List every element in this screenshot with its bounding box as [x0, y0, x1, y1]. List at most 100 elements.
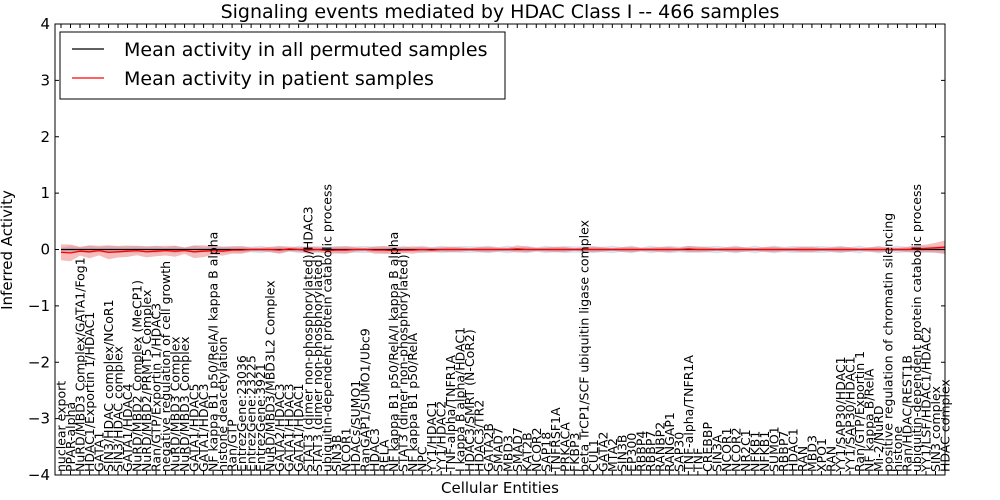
x-tick-label: ubiquitin-dependent protein catabolic pr…: [320, 184, 335, 472]
x-tick-label: SIN3/HDAC complex: [111, 346, 126, 472]
x-tick-label: KAT2B: [519, 432, 534, 472]
x-tick-label: NFKB1: [757, 431, 772, 472]
y-tick-label: −3: [28, 410, 50, 428]
x-tick-label: Ran/HDAC/REST1B: [900, 355, 915, 472]
x-tick-label: SIN3A: [709, 434, 724, 472]
x-tick-label: negative regulation of cell growth: [158, 261, 173, 472]
x-tick-label: Ran/GTP/Exportin 1: [852, 351, 867, 472]
x-tick-label: histone deacetylation: [215, 337, 230, 472]
x-tick-label: HDAC1: [785, 428, 800, 472]
x-tick-label: RAN: [795, 446, 810, 472]
x-tick-label: NF kappa B1 p50/RelA/I kappa B alpha: [386, 232, 401, 472]
y-tick-label: 4: [40, 15, 50, 33]
x-tick-label: NF kappa B/RelA: [862, 368, 877, 472]
x-tick-label: RAN: [823, 446, 838, 472]
x-tick-label: GATA1/HDAC3: [282, 384, 297, 472]
x-tick-label: HDAC3: [367, 428, 382, 472]
x-tick-label: positive regulation of chromatin silenci…: [881, 213, 896, 472]
x-tick-label: RBBP7: [643, 431, 658, 472]
x-tick-label: Ran/GTP/Exportin 1/HDAC3: [149, 303, 164, 472]
x-tick-label: SUMO1: [766, 426, 781, 472]
x-axis-label: Cellular Entities: [441, 479, 559, 497]
y-tick-label: −2: [28, 353, 50, 371]
y-tick-label: 2: [40, 128, 50, 146]
legend-label: Mean activity in patient samples: [124, 68, 434, 90]
x-tick-label: FKBP3: [567, 433, 582, 472]
x-tick-label: GATA2B: [481, 423, 496, 472]
x-tick-label: ubiquitin-dependent protein catabolic pr…: [909, 184, 924, 472]
x-tick-label: TNF-alpha/TNFR1A: [681, 355, 696, 473]
x-tick-label: EntrezGene:3921: [253, 363, 268, 472]
x-tick-label: histone: [890, 426, 905, 472]
x-tick-label: TNF: [690, 448, 705, 473]
x-tick-label: NCOR2: [728, 427, 743, 472]
x-tick-label: STAT3 (dimer non-phosphorylated): [396, 254, 411, 472]
x-tick-label: I kappa B alpha/HDAC1: [453, 327, 468, 472]
x-tick-label: beta TrCP1/SCF ubiquitin ligase complex: [576, 220, 591, 472]
x-tick-label: nuclear export: [54, 381, 69, 472]
x-tick-label: NuRD/MBD2/PRMT5 Complex: [139, 290, 154, 472]
x-tick-label: NCOR2: [529, 427, 544, 472]
x-tick-label: XPO1: [814, 438, 829, 472]
legend-box: [59, 31, 506, 100]
x-tick-label: HDAC complex: [938, 379, 953, 472]
x-tick-label: NFKB1: [747, 431, 762, 472]
x-tick-label: NR2C1: [738, 429, 753, 472]
x-tick-label: GATA2/HDAC3: [272, 384, 287, 472]
x-tick-label: RELA: [377, 439, 392, 472]
x-tick-label: GATA1/HDAC4: [120, 383, 135, 472]
x-tick-label: MBD3: [804, 435, 819, 472]
x-tick-label: YY1/SAP30/HDAC1: [833, 356, 848, 473]
y-tick-label: −1: [28, 297, 50, 315]
x-tick-label: CUL1: [586, 439, 601, 472]
x-tick-label: RBBP4: [633, 431, 648, 472]
x-tick-label: SMAD7: [491, 427, 506, 472]
x-tick-label: MBD3: [500, 435, 515, 472]
x-tick-label: EP300: [624, 433, 639, 472]
chart-title: Signaling events mediated by HDAC Class …: [221, 1, 780, 23]
x-tick-label: SAP18: [538, 432, 553, 472]
x-tick-label: NCOR1: [719, 427, 734, 472]
x-tick-label: SIN3 complex: [928, 386, 943, 472]
patient-band: [61, 240, 945, 262]
x-tick-label: GATA1/HDAC1: [291, 384, 306, 472]
x-tick-label: GATA1/HDAC5: [187, 384, 202, 472]
x-tick-label: EntrezGene:23225: [244, 355, 259, 472]
x-tick-label: SIN3B: [329, 435, 344, 473]
x-tick-label: NF kappa B1 p50/RelA: [405, 332, 420, 472]
x-tick-label: SAP30: [671, 432, 686, 472]
x-tick-label: NuRD/MBD3 Complex: [168, 336, 183, 472]
x-tick-label: RANGAP1: [662, 412, 677, 472]
y-tick-label: 0: [40, 241, 50, 259]
series-line-patient: [60, 246, 946, 254]
x-tick-label: SMAD7: [510, 427, 525, 472]
x-tick-label: HDAC3/TR2: [472, 400, 487, 472]
x-tick-label: YY1/LSF/HDAC1/HDAC2: [919, 326, 934, 473]
x-tick-label: YY1/HDAC2: [434, 401, 449, 473]
x-tick-label: RBBP7: [776, 431, 791, 472]
x-tick-label: TNFRSF1A: [548, 407, 563, 473]
x-tick-label: NuRD/MBD3 Complex/GATA1/Fog1: [73, 257, 88, 472]
x-tick-label: PRKACA: [557, 422, 572, 472]
x-tick-label: NuRD/MBD3 Complex: [177, 336, 192, 472]
x-tick-label: NF kappa B1 p50/RelA/I kappa B alpha: [206, 232, 221, 472]
x-tick-label: GATA1: [92, 432, 107, 472]
x-tick-label: NCOR1: [339, 427, 354, 472]
x-tick-label: PPAR-alpha: [63, 402, 78, 472]
x-tick-label: TNF-alpha/TNFR1A: [443, 355, 458, 473]
x-tick-label: NuRD/MBD3/MBD3L2 Complex: [263, 280, 278, 472]
x-tick-label: RanGAP1/SUMO1/Ubc9: [358, 328, 373, 472]
x-tick-label: YY1/SAP30/HDAC1: [842, 356, 857, 473]
y-tick-label: −4: [28, 466, 50, 484]
x-tick-label: STAT3 (dimer non-phosphorylated)/HDAC3: [301, 206, 316, 472]
x-tick-label: STAT3 (dimer non-phosphorylated): [310, 254, 325, 472]
x-tick-label: GATA2: [595, 432, 610, 472]
x-tick-label: YY1/HDAC1: [424, 401, 439, 473]
x-tick-label: RANBP2: [652, 422, 667, 472]
x-tick-label: MTA2: [605, 438, 620, 472]
x-tick-label: EntrezGene:23036: [234, 355, 249, 472]
x-tick-label: NuRD/MBD2 Complex (MeCP1): [130, 280, 145, 472]
x-tick-label: CREBBP: [700, 422, 715, 472]
